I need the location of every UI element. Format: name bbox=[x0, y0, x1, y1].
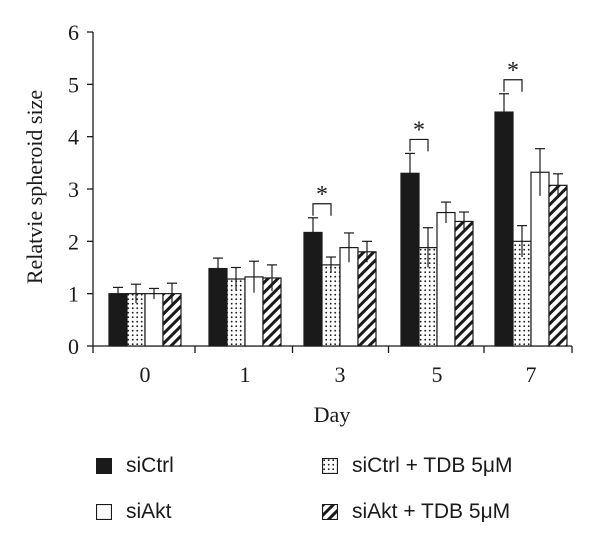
y-tick-label: 1 bbox=[68, 282, 79, 307]
y-axis: 0 1 2 3 4 5 6 bbox=[68, 20, 94, 359]
significance-star: * bbox=[507, 58, 519, 84]
bar bbox=[321, 264, 341, 347]
hatch-swatch-icon bbox=[322, 504, 338, 520]
bar bbox=[400, 172, 420, 347]
bar bbox=[530, 171, 550, 347]
bar bbox=[108, 293, 128, 347]
annotations: * * * bbox=[312, 58, 523, 216]
y-tick-label: 2 bbox=[68, 229, 79, 254]
legend-item-siakt: siAkt bbox=[96, 500, 172, 524]
x-tick-label: 3 bbox=[335, 362, 346, 387]
significance-star: * bbox=[316, 182, 328, 208]
legend: siCtrl siAkt siCtrl + TDB 5μM siAkt + TD… bbox=[0, 448, 600, 550]
bars bbox=[108, 93, 568, 347]
bar bbox=[208, 267, 228, 347]
significance-bracket bbox=[409, 138, 429, 152]
bar bbox=[339, 247, 359, 347]
x-tick-label: 7 bbox=[526, 362, 537, 387]
legend-label: siCtrl bbox=[126, 454, 174, 477]
y-axis-label: Relatvie spheroid size bbox=[22, 90, 47, 284]
bar bbox=[548, 184, 568, 347]
legend-label: siAkt + TDB 5μM bbox=[352, 500, 511, 523]
open-swatch-icon bbox=[96, 504, 112, 520]
significance-bracket bbox=[503, 79, 523, 92]
x-tick-label: 0 bbox=[140, 362, 151, 387]
significance-bracket bbox=[312, 203, 332, 216]
legend-label: siCtrl + TDB 5μM bbox=[352, 454, 513, 477]
x-tick-label: 5 bbox=[432, 362, 443, 387]
solid-swatch-icon bbox=[96, 458, 112, 474]
y-tick-label: 0 bbox=[68, 334, 79, 359]
bar bbox=[454, 220, 474, 347]
bar bbox=[436, 211, 456, 347]
y-tick-label: 4 bbox=[68, 125, 79, 150]
x-axis: 0 1 3 5 7 bbox=[92, 345, 573, 387]
x-tick-label: 1 bbox=[240, 362, 251, 387]
legend-item-siakt-tdb: siAkt + TDB 5μM bbox=[322, 500, 510, 524]
chart: 0 1 2 3 4 5 6 0 1 3 5 7 * * * Relatvie spheroid size… bbox=[22, 20, 573, 427]
significance-star: * bbox=[413, 117, 425, 143]
legend-item-sictrl-tdb: siCtrl + TDB 5μM bbox=[322, 454, 512, 478]
y-tick-label: 3 bbox=[68, 177, 79, 202]
legend-label: siAkt bbox=[126, 500, 172, 523]
bar bbox=[144, 293, 164, 347]
bar bbox=[357, 251, 377, 347]
bar bbox=[303, 231, 323, 347]
y-tick-label: 5 bbox=[68, 72, 79, 97]
x-axis-label: Day bbox=[314, 402, 351, 427]
legend-item-sictrl: siCtrl bbox=[96, 454, 174, 478]
y-tick-label: 6 bbox=[68, 20, 79, 45]
dots-swatch-icon bbox=[322, 458, 338, 474]
bar bbox=[494, 111, 514, 347]
